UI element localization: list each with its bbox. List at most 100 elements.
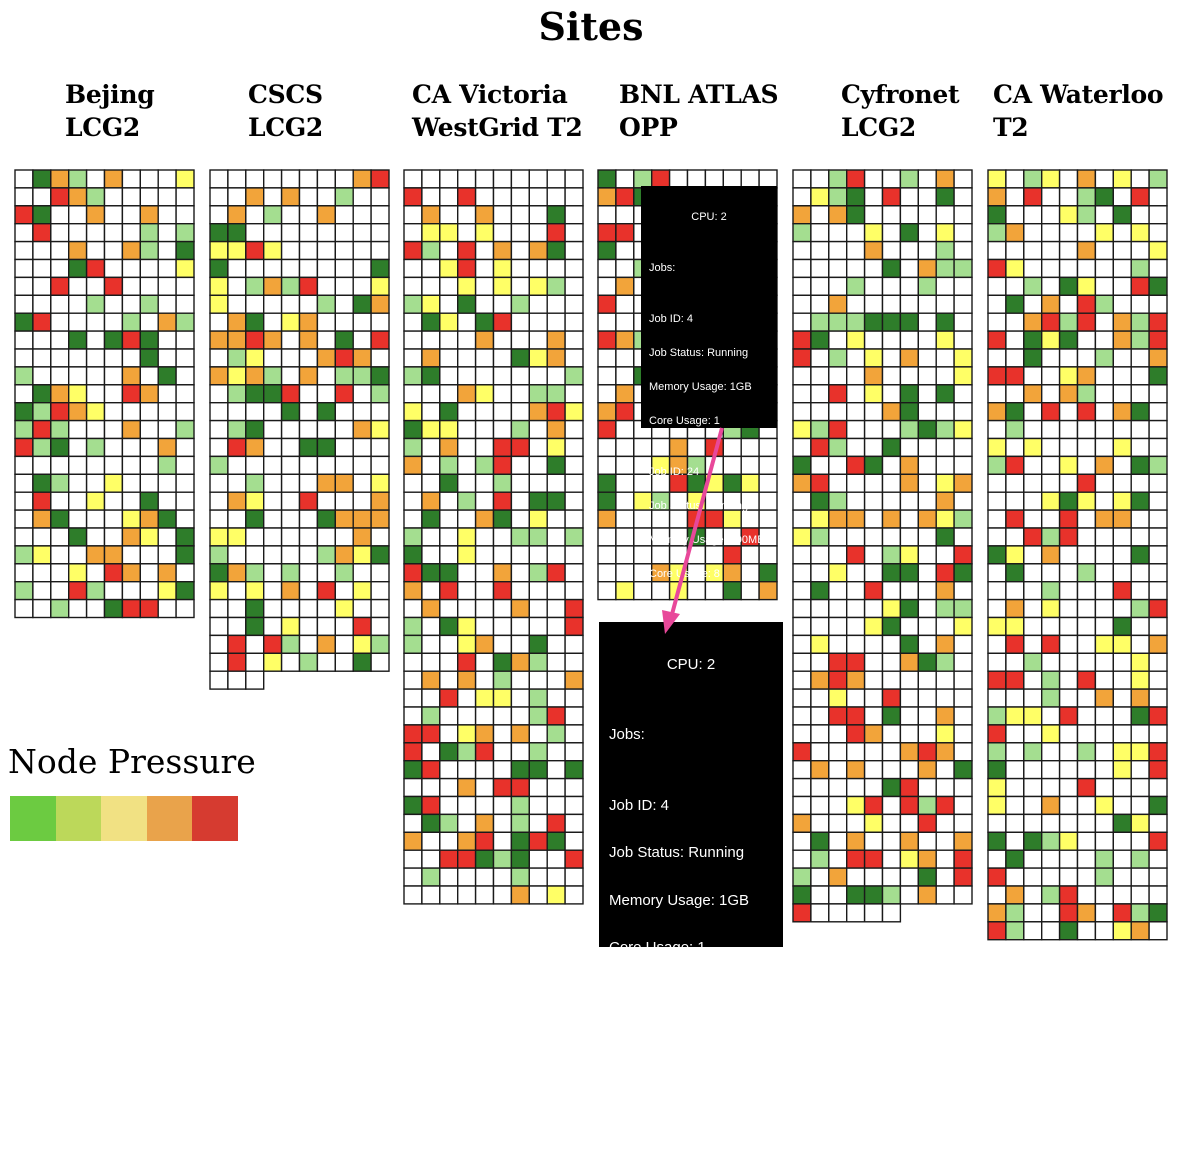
node-cell[interactable]: [352, 491, 372, 511]
node-cell[interactable]: [597, 527, 617, 547]
node-cell[interactable]: [1023, 455, 1043, 475]
node-cell[interactable]: [1058, 258, 1079, 279]
node-cell[interactable]: [439, 366, 459, 386]
node-cell[interactable]: [280, 205, 301, 225]
node-cell[interactable]: [899, 581, 920, 601]
node-cell[interactable]: [1076, 760, 1097, 780]
node-cell[interactable]: [316, 491, 336, 511]
node-cell[interactable]: [352, 348, 372, 368]
node-cell[interactable]: [810, 706, 830, 726]
node-cell[interactable]: [209, 187, 229, 207]
node-cell[interactable]: [917, 706, 937, 726]
node-cell[interactable]: [403, 491, 423, 511]
node-cell[interactable]: [352, 563, 372, 583]
node-cell[interactable]: [50, 384, 70, 404]
node-cell[interactable]: [1112, 402, 1132, 422]
node-cell[interactable]: [457, 795, 477, 816]
node-cell[interactable]: [1094, 563, 1115, 583]
node-cell[interactable]: [1040, 634, 1061, 655]
node-cell[interactable]: [828, 598, 848, 619]
node-cell[interactable]: [1094, 276, 1115, 296]
node-cell[interactable]: [792, 831, 812, 851]
node-cell[interactable]: [334, 616, 354, 637]
node-cell[interactable]: [615, 384, 635, 404]
node-cell[interactable]: [280, 384, 301, 404]
node-cell[interactable]: [546, 222, 566, 243]
node-cell[interactable]: [881, 294, 902, 314]
node-cell[interactable]: [615, 581, 635, 601]
node-cell[interactable]: [528, 491, 548, 511]
node-cell[interactable]: [828, 509, 848, 529]
node-cell[interactable]: [1040, 724, 1061, 744]
node-cell[interactable]: [1076, 598, 1097, 619]
node-cell[interactable]: [139, 276, 159, 296]
node-cell[interactable]: [846, 885, 866, 905]
node-cell[interactable]: [917, 276, 937, 296]
node-cell[interactable]: [139, 240, 159, 261]
node-cell[interactable]: [245, 473, 265, 493]
node-cell[interactable]: [1112, 419, 1132, 440]
node-cell[interactable]: [439, 437, 459, 458]
node-cell[interactable]: [1130, 187, 1150, 207]
node-cell[interactable]: [792, 813, 812, 834]
node-cell[interactable]: [32, 348, 52, 368]
node-cell[interactable]: [564, 831, 584, 851]
node-cell[interactable]: [935, 240, 955, 261]
node-cell[interactable]: [403, 670, 423, 690]
node-cell[interactable]: [298, 276, 319, 296]
node-cell[interactable]: [492, 366, 513, 386]
node-cell[interactable]: [32, 563, 52, 583]
node-cell[interactable]: [403, 706, 423, 726]
node-cell[interactable]: [863, 222, 884, 243]
node-cell[interactable]: [846, 634, 866, 655]
node-cell[interactable]: [421, 616, 441, 637]
node-cell[interactable]: [863, 760, 884, 780]
node-cell[interactable]: [439, 760, 459, 780]
node-cell[interactable]: [987, 312, 1007, 332]
node-cell[interactable]: [792, 634, 812, 655]
node-cell[interactable]: [899, 276, 920, 296]
node-cell[interactable]: [828, 312, 848, 332]
node-cell[interactable]: [1023, 688, 1043, 708]
node-cell[interactable]: [298, 616, 319, 637]
node-cell[interactable]: [846, 598, 866, 619]
node-cell[interactable]: [935, 258, 955, 279]
node-cell[interactable]: [528, 419, 548, 440]
node-cell[interactable]: [245, 312, 265, 332]
node-cell[interactable]: [846, 509, 866, 529]
node-cell[interactable]: [1112, 330, 1132, 350]
node-cell[interactable]: [457, 849, 477, 869]
node-cell[interactable]: [828, 240, 848, 261]
node-cell[interactable]: [492, 598, 513, 619]
node-cell[interactable]: [828, 455, 848, 475]
node-cell[interactable]: [1076, 831, 1097, 851]
node-cell[interactable]: [1148, 240, 1168, 261]
node-cell[interactable]: [987, 527, 1007, 547]
node-cell[interactable]: [987, 706, 1007, 726]
node-cell[interactable]: [899, 849, 920, 869]
node-cell[interactable]: [953, 545, 973, 565]
node-cell[interactable]: [1094, 330, 1115, 350]
node-cell[interactable]: [792, 419, 812, 440]
node-cell[interactable]: [917, 777, 937, 798]
node-cell[interactable]: [528, 598, 548, 619]
node-cell[interactable]: [810, 867, 830, 887]
node-cell[interactable]: [1058, 402, 1079, 422]
node-cell[interactable]: [1023, 491, 1043, 511]
node-cell[interactable]: [899, 831, 920, 851]
node-cell[interactable]: [1094, 205, 1115, 225]
node-cell[interactable]: [987, 205, 1007, 225]
node-cell[interactable]: [32, 491, 52, 511]
node-cell[interactable]: [403, 527, 423, 547]
node-cell[interactable]: [792, 205, 812, 225]
node-cell[interactable]: [846, 688, 866, 708]
node-cell[interactable]: [564, 760, 584, 780]
node-cell[interactable]: [863, 384, 884, 404]
node-cell[interactable]: [863, 867, 884, 887]
node-cell[interactable]: [403, 831, 423, 851]
node-cell[interactable]: [263, 384, 283, 404]
node-cell[interactable]: [103, 169, 124, 189]
node-cell[interactable]: [846, 545, 866, 565]
node-cell[interactable]: [546, 348, 566, 368]
node-cell[interactable]: [846, 527, 866, 547]
